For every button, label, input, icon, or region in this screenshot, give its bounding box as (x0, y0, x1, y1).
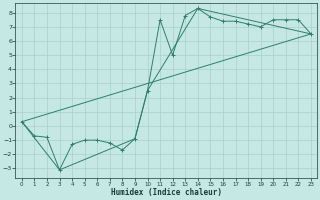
X-axis label: Humidex (Indice chaleur): Humidex (Indice chaleur) (111, 188, 222, 197)
